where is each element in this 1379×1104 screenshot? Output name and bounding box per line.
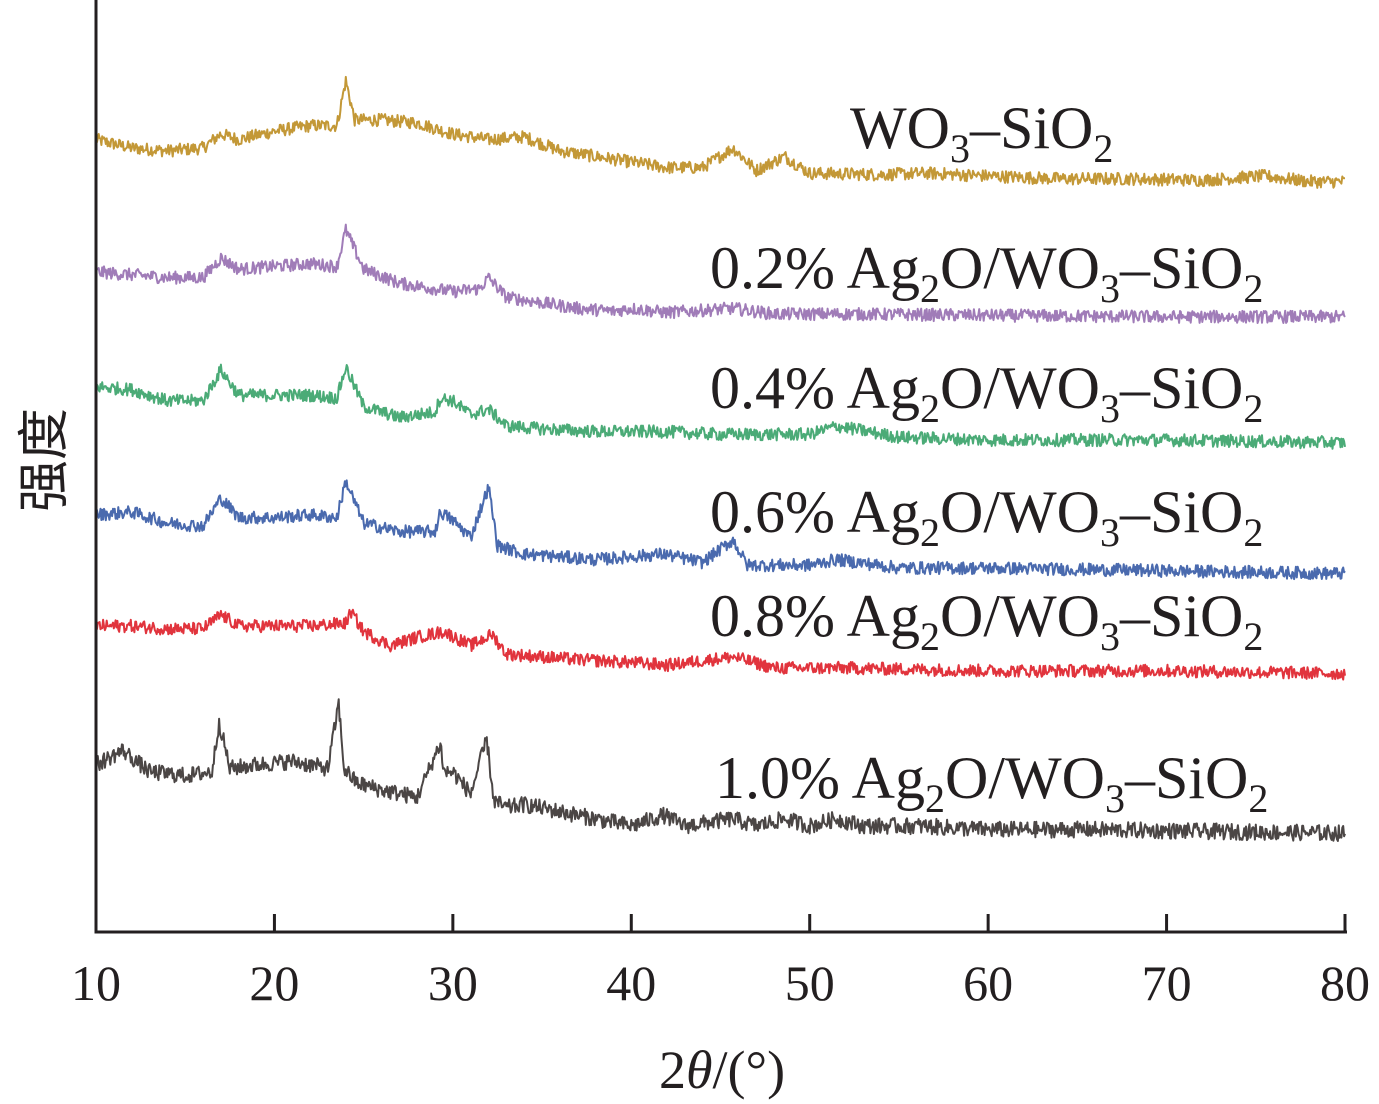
series-label-part: 3	[1100, 510, 1120, 555]
series-line-s3	[95, 479, 1346, 581]
x-tick-label: 10	[71, 955, 121, 1011]
x-tick-label: 20	[249, 955, 299, 1011]
series-label-s1: 0.2% Ag2O/WO3–SiO2	[710, 235, 1263, 311]
series-label-part: 0.8% Ag	[710, 583, 920, 649]
x-axis-title-prefix: 2	[659, 1040, 686, 1100]
series-label-part: 2	[920, 386, 940, 431]
series-label-part: 1.0% Ag	[715, 745, 925, 811]
series-label-part: 3	[1105, 776, 1125, 821]
series-label-part: O/WO	[940, 583, 1100, 649]
series-line-s4	[95, 608, 1346, 681]
series-label-part: 2	[920, 614, 940, 659]
series-label-part: –SiO	[969, 95, 1093, 161]
series-line-s1	[95, 223, 1346, 324]
series-label-part: 3	[1100, 386, 1120, 431]
series-label-part: –SiO	[1124, 745, 1248, 811]
series-label-part: –SiO	[1119, 479, 1243, 545]
series-label-s3: 0.6% Ag2O/WO3–SiO2	[710, 479, 1263, 555]
x-axis-ticks: 10 20 30 40 50 60 70 80	[71, 914, 1370, 1011]
series-label-s0: WO3–SiO2	[850, 95, 1113, 171]
series-label-part: 0.4% Ag	[710, 355, 920, 421]
series-label-part: O/WO	[945, 745, 1105, 811]
series-label-part: 0.2% Ag	[710, 235, 920, 301]
series-label-part: 2	[925, 776, 945, 821]
series-label-part: 2	[1243, 614, 1263, 659]
series-label-part: O/WO	[940, 355, 1100, 421]
x-tick-label: 60	[963, 955, 1013, 1011]
series-label-s5: 1.0% Ag2O/WO3–SiO2	[715, 745, 1268, 821]
series-label-part: 2	[1248, 776, 1268, 821]
series-line-s5	[95, 698, 1346, 842]
x-tick-label: 80	[1320, 955, 1370, 1011]
series-label-part: O/WO	[940, 479, 1100, 545]
x-axis-title: 2θ/(°)	[659, 1040, 785, 1100]
series-label-s2: 0.4% Ag2O/WO3–SiO2	[710, 355, 1263, 431]
y-axis-title: 强度	[15, 408, 75, 512]
series-label-part: 0.6% Ag	[710, 479, 920, 545]
series-label-s4: 0.8% Ag2O/WO3–SiO2	[710, 583, 1263, 659]
series-label-part: 3	[1100, 266, 1120, 311]
x-axis-title-theta: θ	[686, 1040, 713, 1100]
x-tick-label: 50	[785, 955, 835, 1011]
series-label-part: 2	[1243, 510, 1263, 555]
x-tick-label: 40	[606, 955, 656, 1011]
series-label-part: 3	[1100, 614, 1120, 659]
series-line-s0	[95, 75, 1346, 189]
series-label-part: –SiO	[1119, 235, 1243, 301]
series-label-part: 2	[920, 510, 940, 555]
x-tick-label: 70	[1142, 955, 1192, 1011]
series-line-s2	[95, 363, 1346, 450]
series-label-part: 2	[1093, 126, 1113, 171]
x-tick-label: 30	[428, 955, 478, 1011]
x-axis-title-unit: /(°)	[712, 1040, 785, 1100]
series-label-part: –SiO	[1119, 355, 1243, 421]
series-label-part: WO	[850, 95, 950, 161]
series-traces	[95, 75, 1346, 842]
series-label-part: 3	[950, 126, 970, 171]
series-label-part: 2	[920, 266, 940, 311]
series-label-part: 2	[1243, 386, 1263, 431]
series-label-part: –SiO	[1119, 583, 1243, 649]
series-label-part: O/WO	[940, 235, 1100, 301]
series-label-part: 2	[1243, 266, 1263, 311]
